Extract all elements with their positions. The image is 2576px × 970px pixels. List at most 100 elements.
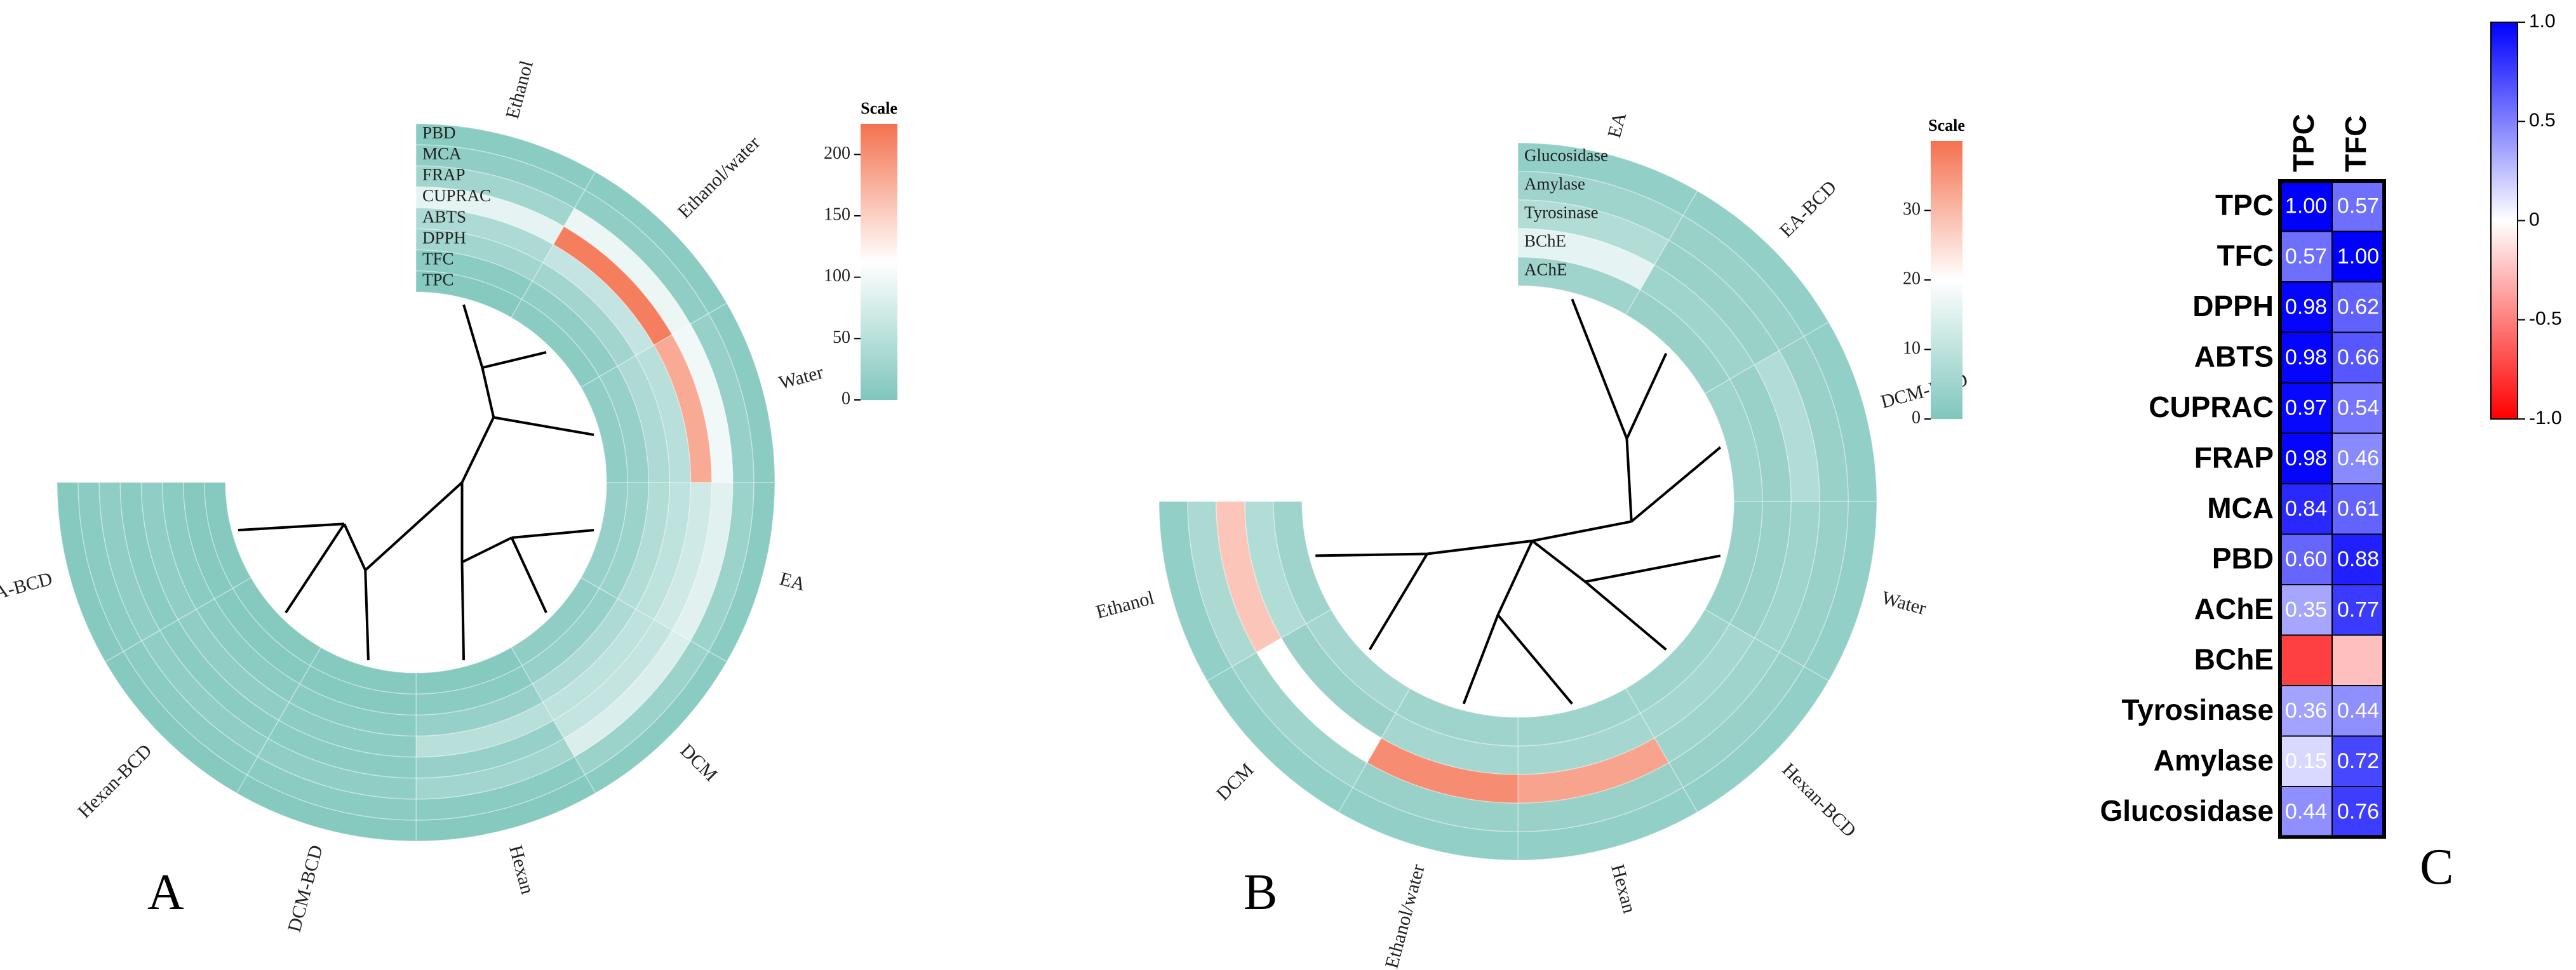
colorbar-tick-label-1-0: 1.0 [2529, 11, 2556, 32]
heat-cell-dcm-pbd [584, 650, 728, 794]
scale-colorbar [861, 124, 897, 400]
cell-label-tfc-tpc: 0.57 [2285, 244, 2327, 269]
cell-label-ache-tfc: 0.77 [2337, 598, 2379, 622]
heat-cell-dcm-bcd-ache [1704, 378, 1763, 502]
panel-b-circular-heatmap: EAEA-BCDDCM-BCDWaterHexan-BCDHexanEthano… [1094, 110, 1970, 970]
heat-cell-bche-tfc [2331, 634, 2385, 686]
cell-label-amylase-tpc: 0.15 [2285, 749, 2327, 773]
cell-label-cuprac-tpc: 0.97 [2285, 396, 2327, 420]
row-label-bche: BChE [2194, 642, 2274, 675]
heat-cell-dcm-mca [574, 640, 709, 776]
ring-label-amylase: Amylase [1524, 175, 1585, 194]
heat-cell-glucosidase-tpc [2279, 786, 2333, 838]
column-label-tpc: TPC [2287, 114, 2320, 172]
scale-tick-label-100: 100 [824, 266, 850, 286]
cell-label-glucosidase-tfc: 0.76 [2337, 800, 2379, 824]
cell-label-abts-tfc: 0.66 [2337, 345, 2379, 369]
heat-cell-water-ache [1704, 501, 1763, 625]
sample-label-water: Water [777, 362, 826, 394]
cell-label-tyrosinase-tpc: 0.36 [2285, 699, 2327, 723]
row-label-abts: ABTS [2194, 340, 2274, 373]
cell-label-tfc-tfc: 1.00 [2337, 244, 2379, 269]
heat-cell-tyrosinase-tfc [2331, 685, 2385, 737]
row-label-tfc: TFC [2217, 239, 2274, 272]
heat-cell-ache-tpc [2279, 584, 2333, 636]
row-label-tpc: TPC [2215, 189, 2274, 222]
colorbar-tick-label-1-0: -1.0 [2529, 408, 2562, 429]
cell-label-dpph-tpc: 0.98 [2285, 295, 2327, 319]
heat-cell-dcm-bcd-pbd [236, 774, 417, 842]
sample-label-hexan-bcd: Hexan-BCD [1778, 759, 1860, 841]
heat-cell-ethanol-tpc [415, 270, 523, 319]
scale-tick-label-30: 30 [1903, 199, 1921, 219]
row-label-amylase: Amylase [2154, 743, 2274, 776]
cell-label-frap-tfc: 0.46 [2337, 446, 2379, 470]
heat-cell-dpph-tpc [2279, 281, 2333, 333]
scale-title: Scale [861, 99, 897, 117]
ring-label-tyrosinase: Tyrosinase [1524, 203, 1599, 222]
dendrogram [1315, 298, 1722, 705]
ring-label-mca: MCA [422, 144, 462, 163]
sample-label-ea-bcd: EA-BCD [0, 568, 55, 607]
heat-cell-tfc-tfc [2331, 230, 2385, 282]
scale-tick-label-20: 20 [1903, 269, 1921, 288]
ring-label-glucosidase: Glucosidase [1524, 146, 1608, 165]
cell-label-abts-tpc: 0.98 [2285, 345, 2327, 369]
sample-label-dcm-bcd: DCM-BCD [284, 843, 327, 934]
cell-label-tpc-tfc: 0.57 [2337, 194, 2379, 218]
row-label-mca: MCA [2207, 491, 2274, 524]
heat-cell-bche-tpc [2279, 634, 2333, 686]
row-label-tyrosinase: Tyrosinase [2122, 693, 2274, 726]
heat-cell-ea-pbd [708, 482, 775, 663]
sample-label-ethanol: Ethanol [502, 58, 537, 121]
panel-a-label: A [147, 865, 184, 920]
scale-tick-label-10: 10 [1903, 338, 1921, 358]
colorbar-tick-label-0: 0 [2529, 209, 2540, 230]
heat-cell-dcm-tpc [510, 576, 600, 667]
cell-label-cuprac-tfc: 0.54 [2337, 396, 2379, 420]
sample-label-ea: EA [777, 568, 807, 595]
row-label-dpph: DPPH [2192, 289, 2274, 322]
panel-b-label: B [1244, 865, 1277, 920]
row-label-cuprac: CUPRAC [2149, 390, 2274, 423]
heat-cell-ea-bcd-pbd [57, 482, 124, 663]
ring-label-bche: BChE [1524, 232, 1566, 251]
cell-label-pbd-tfc: 0.88 [2337, 547, 2379, 571]
scale-colorbar [1931, 141, 1962, 419]
ring-label-cuprac: CUPRAC [422, 186, 491, 205]
row-label-frap: FRAP [2194, 441, 2274, 474]
heat-cell-ea-bcd-ache [1625, 289, 1731, 395]
sample-label-dcm: DCM [676, 740, 721, 786]
heat-cell-dcm-bcd-tpc [309, 646, 417, 694]
heat-cell-dcm-ache [1305, 608, 1411, 714]
sample-label-ethanol-water: Ethanol/water [674, 132, 764, 222]
heat-cell-ea-ache [1517, 256, 1641, 316]
scale-tick-label-150: 150 [824, 204, 850, 224]
heat-cell-ea-bcd-tpc [204, 482, 252, 589]
heat-cell-water-tpc [580, 376, 628, 483]
cell-label-tyrosinase-tfc: 0.44 [2337, 699, 2379, 723]
ring-label-pbd: PBD [422, 123, 456, 142]
scale-tick-label-200: 200 [824, 143, 850, 163]
row-label-pbd: PBD [2212, 541, 2274, 575]
heat-cell-hexan-tpc [415, 646, 523, 694]
heat-cell-hexan-bcd-pbd [104, 650, 248, 794]
heat-cell-amylase-tfc [2331, 735, 2385, 787]
cell-label-glucosidase-tpc: 0.44 [2285, 800, 2327, 824]
row-label-ache: AChE [2194, 592, 2274, 625]
cell-label-frap-tpc: 0.98 [2285, 446, 2327, 470]
ring-label-tfc: TFC [422, 249, 454, 269]
sample-label-hexan: Hexan [1607, 862, 1640, 915]
heat-cell-ea-tpc [580, 482, 628, 589]
correlation-colorbar [2490, 22, 2518, 420]
sample-label-ea-bcd: EA-BCD [1776, 176, 1841, 241]
sample-label-water: Water [1879, 587, 1928, 619]
cell-label-tpc-tpc: 1.00 [2285, 194, 2327, 218]
ring-label-abts: ABTS [422, 207, 466, 226]
panel-a-circular-heatmap: Ethanol Ethanol/water Water EA DCM Hexan DCM-B… [0, 58, 897, 934]
ring-label-ache: AChE [1524, 260, 1567, 279]
colorbar-tick-label-0-5: -0.5 [2529, 309, 2562, 329]
sample-label-hexan: Hexan [505, 843, 538, 896]
